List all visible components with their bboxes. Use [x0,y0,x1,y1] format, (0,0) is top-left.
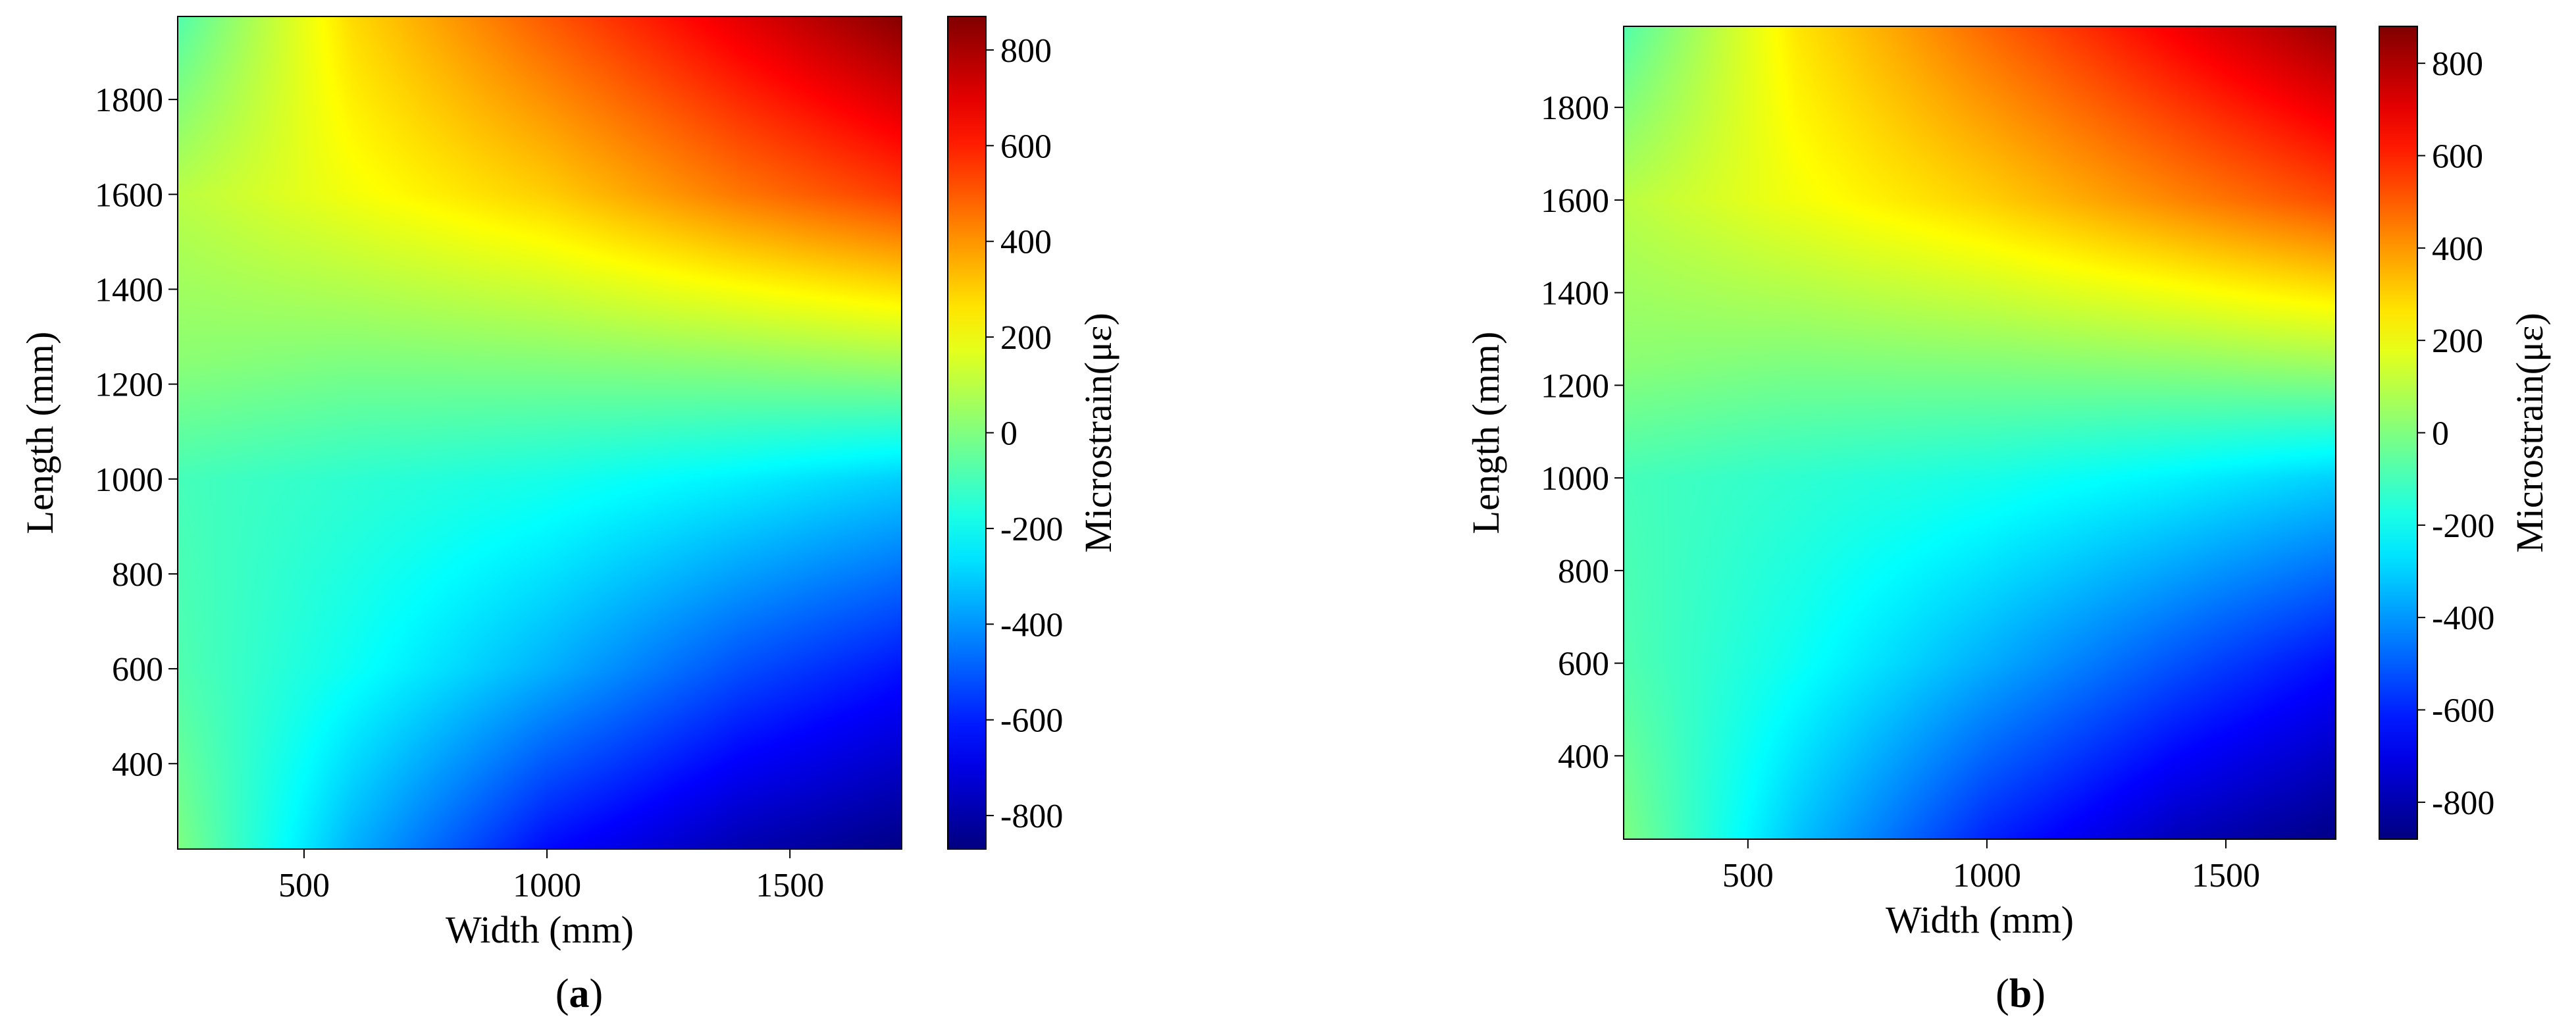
colorbar-tick-label: -200 [1000,511,1063,548]
colorbar-tick-label: -400 [1000,606,1063,644]
panel-a: 500 1000 1500 400 600 800 1000 1200 1400 1600 1800… [18,16,1120,1016]
y-tick-label: 1200 [95,367,163,404]
colorbar-tick-label: 400 [2432,230,2483,268]
colorbar [2379,26,2418,840]
y-tick-label: 800 [1558,553,1609,590]
y-tick-label: 1800 [95,82,163,119]
colorbar-label: Microstrain(με) [1077,313,1120,553]
colorbar-tick-label: 0 [2432,415,2449,453]
y-axis-label: Length (mm) [18,332,61,534]
x-axis-label: Width (mm) [446,908,634,951]
colorbar [947,16,987,850]
colorbar-label: Microstrain(με) [2508,313,2551,553]
plot-frame [177,16,902,850]
colorbar-tick-label: 400 [1000,224,1052,261]
y-tick-label: 400 [1558,738,1609,775]
colorbar-tick-label: 800 [1000,32,1052,70]
y-tick-label: 1800 [1541,90,1609,127]
x-tick-label: 1500 [2192,857,2260,894]
x-axis-label: Width (mm) [1886,898,2074,941]
colorbar-tick-label: -400 [2432,600,2494,637]
colorbar-tick-label: -800 [2432,785,2494,822]
y-tick-label: 600 [112,651,163,688]
panel-b: 500 1000 1500 400 600 800 1000 1200 1400 1600 1800… [1464,26,2551,1016]
y-tick-label: 1000 [95,461,163,499]
colorbar-tick-label: -600 [1000,702,1063,740]
y-tick-label: 1000 [1541,460,1609,498]
y-tick-label: 1200 [1541,367,1609,405]
y-axis-label: Length (mm) [1464,332,1507,534]
panel-caption: (a) [555,971,603,1016]
y-tick-label: 800 [112,556,163,594]
y-tick-label: 1600 [1541,182,1609,220]
panel-caption: (b) [1996,971,2046,1016]
colorbar-tick-label: 0 [1000,415,1018,453]
y-tick-label: 400 [112,746,163,783]
colorbar-tick-label: 800 [2432,45,2483,83]
x-tick-label: 1000 [513,867,581,904]
heatmap-image [1624,26,2336,839]
colorbar-tick-label: 600 [1000,128,1052,165]
colorbar-tick-label: 600 [2432,138,2483,175]
x-tick-label: 1000 [1953,857,2021,894]
y-tick-label: 1400 [95,271,163,309]
panel-caption-letter: a [569,971,590,1016]
x-tick-label: 500 [1722,857,1774,894]
x-tick-label: 1500 [756,867,824,904]
plot-frame [1623,26,2336,840]
heatmap-image [178,16,902,849]
x-tick-label: 500 [278,867,330,904]
panel-caption-letter: b [2009,971,2032,1016]
colorbar-tick-label: -600 [2432,692,2494,730]
colorbar-tick-label: -800 [1000,798,1063,835]
y-tick-label: 1400 [1541,275,1609,313]
colorbar-tick-label: -200 [2432,507,2494,545]
colorbar-tick-label: 200 [2432,323,2483,360]
colorbar-tick-label: 200 [1000,319,1052,357]
y-tick-label: 1600 [95,176,163,214]
y-tick-label: 600 [1558,646,1609,683]
